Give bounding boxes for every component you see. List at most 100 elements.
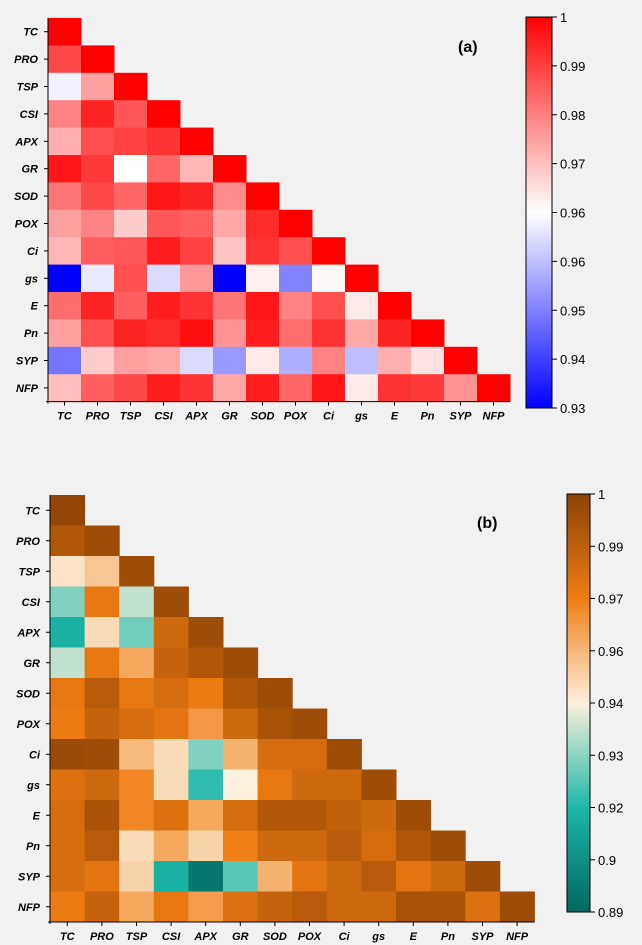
heatmap-b-cell-E-CSI [153, 800, 189, 831]
heatmap-a-cell-TSP-TSP [114, 72, 148, 101]
panel-b-x-tick-label: NFP [506, 931, 529, 943]
heatmap-a-cell-Ci-CSI [147, 237, 181, 266]
heatmap-a-cell-POX-SOD [246, 209, 280, 238]
heatmap-a-cell-GR-APX [180, 155, 214, 183]
panel-a-x-tick-label: gs [354, 411, 368, 423]
panel-b-x-tick-label: PRO [90, 931, 114, 943]
heatmap-a-cell-NFP-Pn [411, 374, 445, 403]
heatmap-a-cell-GR-GR [213, 155, 247, 183]
heatmap-b-cell-gs-SOD [257, 769, 293, 801]
heatmap-a-cell-Ci-SOD [246, 237, 280, 266]
heatmap-a-cell-SYP-Pn [411, 346, 445, 375]
panel-b-y-tick-label: GR [24, 658, 41, 670]
panel-a-y-tick-label: E [31, 301, 39, 313]
heatmap-b-cell-E-E [396, 800, 432, 831]
heatmap-a-cell-POX-TSP [114, 209, 148, 238]
heatmap-b-cell-POX-TC [50, 708, 86, 740]
heatmap-b-cell-E-TC [50, 800, 86, 831]
panel-b-y-tick-label: POX [17, 719, 41, 731]
heatmap-a-cell-gs-gs [345, 264, 379, 293]
colorbar-b-tick-label: 0.9 [598, 853, 616, 868]
heatmap-b-cell-gs-POX [292, 769, 328, 801]
heatmap-b-cell-SYP-TC [50, 861, 86, 892]
heatmap-a-cell-SYP-SOD [246, 346, 280, 375]
colorbar-a-tick-label: 0.95 [560, 303, 585, 318]
panel-a-x-tick-label: POX [284, 411, 308, 423]
heatmap-b-cell-CSI-TSP [119, 586, 155, 618]
heatmap-b-cell-APX-TSP [119, 617, 155, 648]
heatmap-a-cell-Pn-E [378, 319, 412, 348]
heatmap-a-cell-NFP-POX [279, 374, 313, 403]
heatmap-a-cell-E-E [378, 292, 412, 320]
heatmap-a-cell-SYP-CSI [147, 346, 181, 375]
heatmap-a-cell-E-APX [180, 292, 214, 320]
heatmap-a-cell-SOD-GR [213, 182, 247, 211]
heatmap-a-cell-SYP-GR [213, 346, 247, 375]
heatmap-b-cell-Pn-APX [188, 830, 224, 862]
heatmap-b-cell-SOD-CSI [153, 678, 189, 709]
heatmap-a-cell-TSP-PRO [81, 72, 115, 101]
heatmap-b-cell-SYP-POX [292, 861, 328, 892]
panel-a-x-tick-label: SOD [251, 411, 275, 423]
heatmap-b-cell-APX-CSI [153, 617, 189, 648]
heatmap-a-cell-SYP-APX [180, 346, 214, 375]
heatmap-a-cell-APX-TSP [114, 127, 148, 156]
heatmap-a-cell-SYP-TSP [114, 346, 148, 375]
heatmap-a-cell-SYP-POX [279, 346, 313, 375]
heatmap-a-cell-CSI-PRO [81, 100, 115, 129]
heatmap-a-cell-NFP-Ci [312, 374, 346, 403]
heatmap-b-cell-NFP-TC [50, 891, 86, 923]
heatmap-b-cell-GR-TSP [119, 647, 155, 679]
heatmap-a-cell-GR-CSI [147, 155, 181, 183]
heatmap-b-cell-POX-APX [188, 708, 224, 740]
heatmap-a-cell-SYP-gs [345, 346, 379, 375]
heatmap-a-cell-POX-POX [279, 209, 313, 238]
heatmap-a-cell-E-Ci [312, 292, 346, 320]
heatmap-b-cell-gs-Ci [326, 769, 362, 801]
heatmap-b-cell-Pn-gs [361, 830, 397, 862]
heatmap-a-cell-APX-TC [48, 127, 82, 156]
heatmap-b-cell-POX-SOD [257, 708, 293, 740]
panel-b-label: (b) [477, 515, 497, 532]
heatmap-b-cell-gs-TSP [119, 769, 155, 801]
panel-a-x-tick-label: TC [57, 411, 73, 423]
heatmap-b-cell-SYP-gs [361, 861, 397, 892]
heatmap-b-cell-NFP-NFP [499, 891, 535, 923]
heatmap-b-cell-SYP-GR [223, 861, 259, 892]
heatmap-a-cell-NFP-TC [48, 374, 82, 403]
panel-a-y-tick-label: TC [23, 27, 39, 39]
panel-a-y-tick-label: CSI [20, 109, 39, 121]
heatmap-a-cell-gs-CSI [147, 264, 181, 293]
heatmap-a-cell-TC-TC [48, 18, 82, 46]
heatmap-b-cell-GR-CSI [153, 647, 189, 679]
heatmap-a-cell-NFP-gs [345, 374, 379, 403]
heatmap-b-cell-POX-GR [223, 708, 259, 740]
heatmap-a-cell-POX-GR [213, 209, 247, 238]
panel-b-x-tick-label: CSI [162, 931, 181, 943]
heatmap-b-cell-Pn-TC [50, 830, 86, 862]
heatmap-b-cell-gs-CSI [153, 769, 189, 801]
panel-a-x-tick-label: PRO [86, 411, 110, 423]
heatmap-a-cell-APX-APX [180, 127, 214, 156]
heatmap-b-cell-CSI-CSI [153, 586, 189, 618]
heatmap-a-cell-gs-SOD [246, 264, 280, 293]
panel-a-x-tick-label: E [391, 411, 399, 423]
panel-b-y-tick-label: TC [25, 505, 41, 517]
panel-b-y-tick-label: TSP [19, 566, 41, 578]
heatmap-b-cell-SOD-TC [50, 678, 86, 709]
heatmap-a-cell-Pn-PRO [81, 319, 115, 348]
panel-b-y-tick-label: SYP [18, 871, 41, 883]
heatmap-a-cell-E-GR [213, 292, 247, 320]
heatmap-b-cell-NFP-SYP [465, 891, 501, 923]
panel-a-x-tick-label: NFP [483, 411, 506, 423]
heatmap-a-cell-Pn-Ci [312, 319, 346, 348]
heatmap-a-cell-POX-PRO [81, 209, 115, 238]
heatmap-b-cell-SYP-PRO [84, 861, 120, 892]
heatmap-a-cell-SOD-TSP [114, 182, 148, 211]
heatmap-a-cell-Ci-PRO [81, 237, 115, 266]
heatmap-b-cell-APX-TC [50, 617, 86, 648]
heatmap-a-cell-Pn-GR [213, 319, 247, 348]
heatmap-a-cell-NFP-CSI [147, 374, 181, 403]
heatmap-b-cell-APX-APX [188, 617, 224, 648]
